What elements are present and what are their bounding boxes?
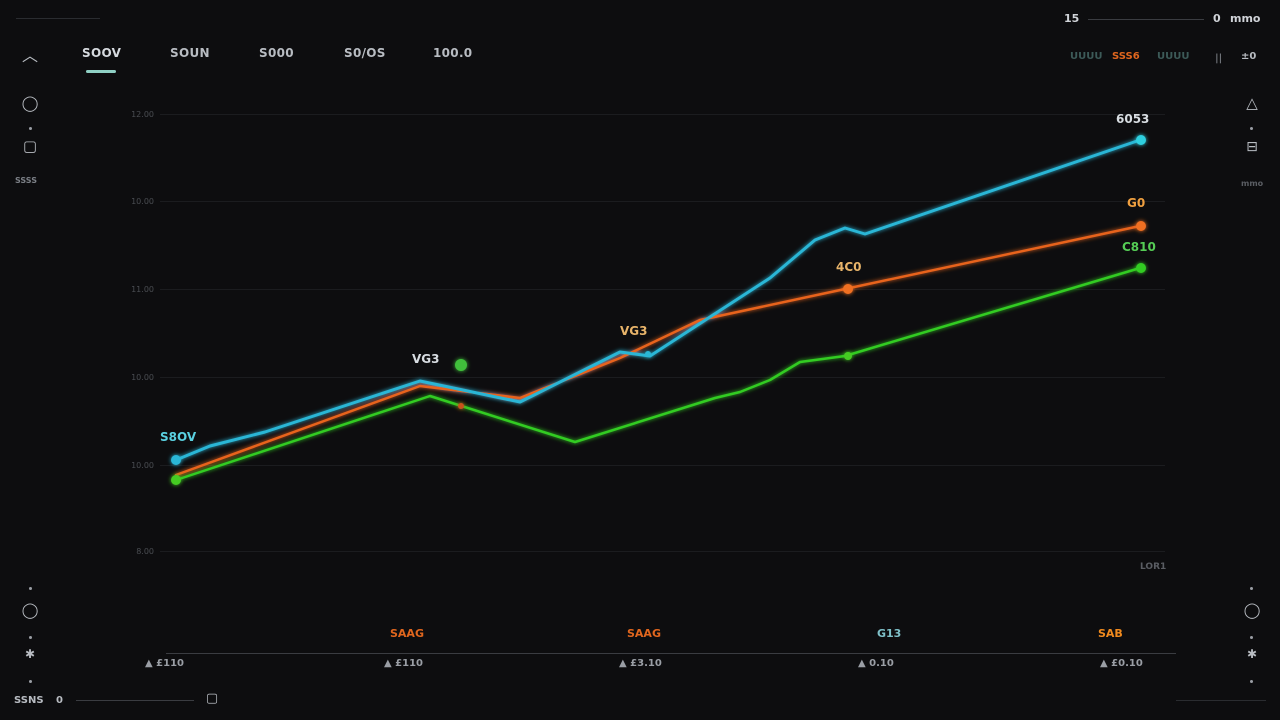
y-tick: 10.00 <box>131 461 154 470</box>
annotation-cyan-end: 6053 <box>1116 112 1150 126</box>
annotation-orange-mid: VG3 <box>620 324 648 338</box>
timeline-slider[interactable] <box>76 700 194 701</box>
data-point-marker[interactable] <box>458 403 464 409</box>
alert-triangle-icon[interactable]: △ <box>1246 94 1258 112</box>
bottom-slider-value: 0 <box>56 695 63 706</box>
right-axis-label: LOR1 <box>1140 562 1167 572</box>
separator-dot <box>29 587 32 590</box>
circle-icon[interactable]: ◯ <box>21 94 39 112</box>
annotation-orange-end: G0 <box>1127 196 1146 210</box>
bottom-slider-label: SSNS <box>14 695 44 706</box>
separator-dot <box>29 127 32 130</box>
header-divider <box>16 18 100 19</box>
y-tick: 8.00 <box>136 547 154 556</box>
active-tab-indicator <box>86 70 116 73</box>
separator-dot <box>1250 680 1253 683</box>
series-line-green <box>174 266 1142 482</box>
gridline <box>160 114 1165 115</box>
gridline <box>160 551 1165 552</box>
x-category-3: SAB <box>1098 627 1123 640</box>
circle-icon-bottom[interactable]: ◯ <box>21 601 39 619</box>
gridline <box>160 289 1165 290</box>
right-rail-label: mmo <box>1241 179 1264 188</box>
x-category-0: SAAG <box>390 627 424 640</box>
x-tick: ▲ £110 <box>384 658 424 669</box>
annotation-orange-peak: 4C0 <box>836 260 862 274</box>
y-tick: 10.00 <box>131 373 154 382</box>
legend-item-2[interactable]: UUUU <box>1157 51 1190 62</box>
annotation-green-end: C810 <box>1122 240 1156 254</box>
legend-item-0[interactable]: UUUU <box>1070 51 1103 62</box>
square-icon[interactable]: ▢ <box>22 137 38 155</box>
data-point-marker[interactable] <box>455 359 467 371</box>
data-point-marker[interactable] <box>1136 135 1146 145</box>
calendar-icon[interactable]: ▢ <box>205 691 219 706</box>
data-point-marker[interactable] <box>844 352 852 360</box>
annotation-green-mid: VG3 <box>412 352 440 366</box>
tab-3[interactable]: S0/OS <box>344 46 386 60</box>
legend-item-1[interactable]: SSS6 <box>1112 51 1140 62</box>
y-tick: 10.00 <box>131 197 154 206</box>
offset-label: ±0 <box>1241 51 1257 62</box>
x-tick: ▲ 0.10 <box>858 658 894 669</box>
chevron-up-icon[interactable]: ︿ <box>21 46 38 65</box>
y-tick: 11.00 <box>131 285 154 294</box>
x-axis-line <box>166 653 1176 654</box>
series-line-cyan <box>174 138 1142 462</box>
zoom-unit-label: mmo <box>1230 12 1261 25</box>
gridline <box>160 201 1165 202</box>
x-tick: ▲ £0.10 <box>1100 658 1143 669</box>
tab-4[interactable]: 100.0 <box>433 46 473 60</box>
x-tick: ▲ £110 <box>145 658 185 669</box>
separator-dot <box>29 680 32 683</box>
data-point-marker[interactable] <box>645 351 651 357</box>
star-icon[interactable]: ✱ <box>24 647 36 661</box>
tab-2[interactable]: S000 <box>259 46 294 60</box>
data-point-marker[interactable] <box>171 455 181 465</box>
zoom-slider[interactable] <box>1088 19 1204 20</box>
tab-1[interactable]: SOUN <box>170 46 210 60</box>
left-rail-label: SSSS <box>15 176 37 185</box>
gridline <box>160 465 1165 466</box>
data-point-marker[interactable] <box>1136 221 1146 231</box>
data-point-marker[interactable] <box>843 284 853 294</box>
separator-dot <box>1250 636 1253 639</box>
grid-icon[interactable]: ⊟ <box>1246 139 1258 155</box>
data-point-marker[interactable] <box>1136 263 1146 273</box>
x-tick: ▲ £3.10 <box>619 658 662 669</box>
star-icon-right[interactable]: ✱ <box>1246 647 1258 661</box>
zoom-min-label: 15 <box>1064 12 1080 25</box>
annotation-cyan-start: S8OV <box>160 430 197 444</box>
gridline <box>160 377 1165 378</box>
separator-dot <box>29 636 32 639</box>
x-category-1: SAAG <box>627 627 661 640</box>
x-category-2: G13 <box>877 627 902 640</box>
data-point-marker[interactable] <box>171 475 181 485</box>
pause-button[interactable]: || <box>1215 53 1223 64</box>
separator-dot <box>1250 127 1253 130</box>
circle-icon-right[interactable]: ◯ <box>1243 601 1261 619</box>
separator-dot <box>1250 587 1253 590</box>
y-tick: 12.00 <box>131 110 154 119</box>
right-rail-divider <box>1176 700 1266 701</box>
tab-0[interactable]: SOOV <box>82 46 122 60</box>
zoom-value-label: 0 <box>1213 12 1221 25</box>
